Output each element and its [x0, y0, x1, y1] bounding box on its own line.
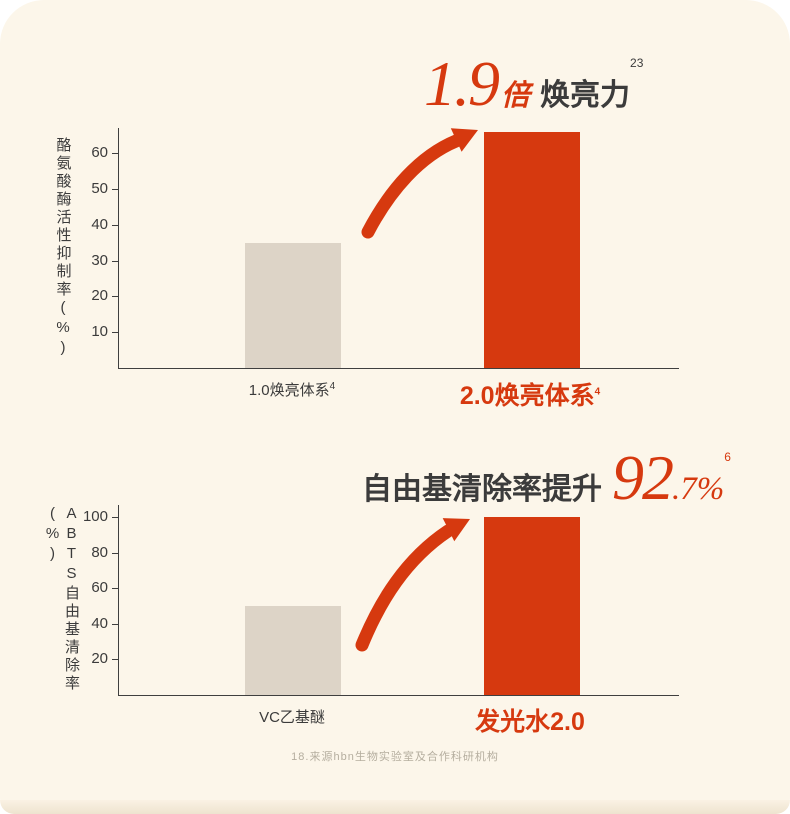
- chart2-plot-area: 20 40 60 80 100: [83, 505, 679, 696]
- headline-multiplier: 1.9: [424, 48, 500, 119]
- y-tick-label: 10: [91, 323, 108, 341]
- y-tick-mark: [112, 153, 119, 155]
- chart2-bar-baseline: [245, 606, 341, 695]
- y-tick-label: 40: [91, 614, 108, 632]
- y-tick-mark: [112, 296, 119, 298]
- y-tick-mark: [112, 224, 119, 226]
- y-tick-mark: [112, 517, 119, 519]
- y-tick-mark: [112, 552, 119, 554]
- chart1-category-baseline: 1.0焕亮体系4: [197, 379, 387, 400]
- headline-footnote-marker: 23: [630, 56, 644, 70]
- chart1-category-baseline-footnote: 4: [329, 381, 336, 392]
- chart2-category-highlight: 发光水2.0: [420, 702, 640, 738]
- chart1-y-axis-label-text: 酪氨酸酶活性抑制率(%): [54, 137, 72, 359]
- chart2-headline-number: 92: [612, 442, 674, 513]
- y-tick-mark: [112, 188, 119, 190]
- chart1-headline: 1.9 倍 焕亮力 23: [424, 52, 643, 116]
- chart2-headline-decimal: .7%: [672, 471, 725, 507]
- y-tick-label: 60: [91, 144, 108, 162]
- y-tick-label: 40: [91, 215, 108, 233]
- chart1-bar-highlight: [484, 131, 580, 368]
- chart2-bar-highlight: [484, 517, 580, 695]
- y-tick-mark: [112, 260, 119, 262]
- growth-arrow-icon: [355, 518, 470, 652]
- chart2-headline: 自由基清除率提升 92 .7% 6: [362, 446, 731, 510]
- chart1-plot-area: 10 20 30 40 50 60: [91, 128, 679, 369]
- y-tick-mark: [112, 332, 119, 334]
- chart2-y-axis-label-text: ABTS自由基清除率(%): [44, 505, 80, 693]
- headline-text: 焕亮力: [540, 79, 631, 112]
- chart2-headline-footnote-marker: 6: [724, 450, 731, 464]
- chart2-category-baseline: VC乙基醚: [197, 706, 387, 727]
- chart2-category-highlight-label: 发光水2.0: [475, 708, 585, 736]
- headline-unit: 倍: [501, 80, 531, 112]
- chart1-category-baseline-label: 1.0焕亮体系: [248, 382, 330, 399]
- chart1-category-highlight: 2.0焕亮体系4: [420, 376, 640, 412]
- source-note: 18.来源hbn生物实验室及合作科研机构: [291, 751, 499, 763]
- y-tick-mark: [112, 623, 119, 625]
- y-tick-label: 60: [91, 579, 108, 597]
- y-tick-label: 20: [91, 287, 108, 305]
- y-tick-mark: [112, 659, 119, 661]
- bottom-edge-band: [0, 800, 790, 814]
- chart2-y-axis-label: ABTS自由基清除率(%): [44, 505, 80, 695]
- y-tick-label: 30: [91, 251, 108, 269]
- chart2-category-baseline-label: VC乙基醚: [259, 709, 325, 726]
- y-tick-label: 20: [91, 650, 108, 668]
- chart1-y-axis-label: 酪氨酸酶活性抑制率(%): [50, 128, 76, 368]
- y-tick-label: 80: [91, 543, 108, 561]
- chart1-category-highlight-label: 2.0焕亮体系: [459, 382, 595, 410]
- chart1-bar-baseline: [245, 242, 341, 368]
- chart2-headline-text: 自由基清除率提升: [362, 473, 602, 506]
- y-tick-mark: [112, 588, 119, 590]
- chart1-category-highlight-footnote: 4: [594, 386, 601, 398]
- growth-arrow-icon: [361, 128, 478, 239]
- y-tick-label: 50: [91, 179, 108, 197]
- y-tick-label: 100: [82, 508, 108, 526]
